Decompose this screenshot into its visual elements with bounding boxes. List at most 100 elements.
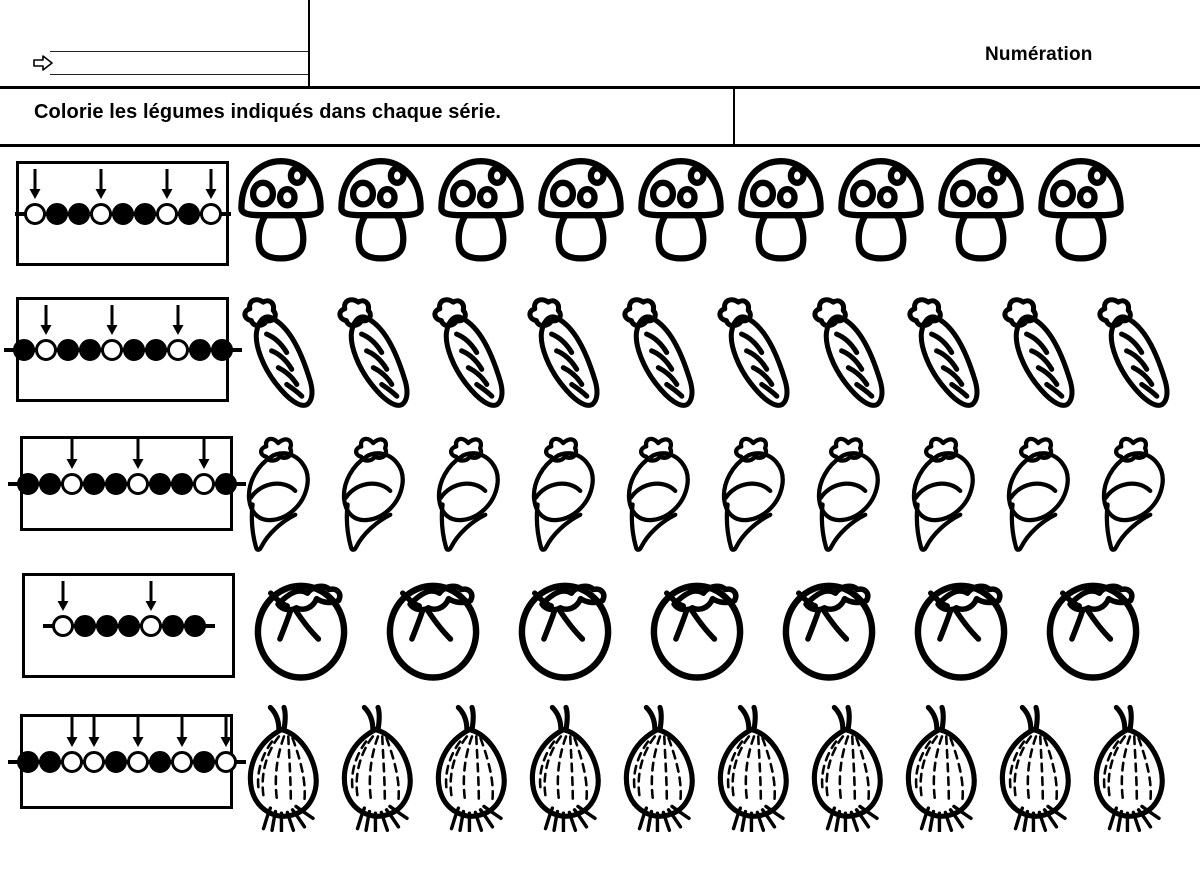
carrot-item[interactable] [233, 287, 328, 413]
bead-filled[interactable] [16, 750, 39, 773]
bead-filled[interactable] [144, 338, 167, 361]
student-name-field[interactable] [50, 51, 308, 75]
onion-item[interactable] [331, 704, 425, 833]
down-arrow-icon [94, 168, 108, 199]
bead-filled[interactable] [104, 750, 127, 773]
carrot-item[interactable] [993, 287, 1088, 413]
bead-empty[interactable] [192, 472, 215, 495]
bead-filled[interactable] [16, 472, 39, 495]
bead-filled[interactable] [148, 750, 171, 773]
tomato-item[interactable] [899, 573, 1031, 683]
bead-filled[interactable] [45, 202, 68, 225]
turnip-item[interactable] [332, 426, 427, 554]
bead-empty[interactable] [60, 750, 83, 773]
onion-item[interactable] [519, 704, 613, 833]
turnip-item[interactable] [237, 426, 332, 554]
bead-slot [16, 750, 39, 773]
bead-filled[interactable] [111, 202, 134, 225]
turnip-item[interactable] [522, 426, 617, 554]
tomato-item[interactable] [1031, 573, 1163, 683]
mushroom-item[interactable] [233, 154, 333, 262]
bead-filled[interactable] [38, 750, 61, 773]
bead-filled[interactable] [170, 472, 193, 495]
turnip-item[interactable] [427, 426, 522, 554]
carrot-item[interactable] [518, 287, 613, 413]
bead-filled[interactable] [148, 472, 171, 495]
carrot-item[interactable] [708, 287, 803, 413]
bead-filled[interactable] [117, 614, 140, 637]
bead-filled[interactable] [38, 472, 61, 495]
bead-filled[interactable] [161, 614, 184, 637]
bead-empty[interactable] [60, 472, 83, 495]
bead-filled[interactable] [188, 338, 211, 361]
bead-slot [34, 304, 57, 361]
onion-item[interactable] [801, 704, 895, 833]
tomato-item[interactable] [503, 573, 635, 683]
turnip-item[interactable] [902, 426, 997, 554]
turnip-item[interactable] [617, 426, 712, 554]
bead-empty[interactable] [23, 202, 46, 225]
mushroom-item[interactable] [433, 154, 533, 262]
bead-filled[interactable] [56, 338, 79, 361]
mushroom-item[interactable] [733, 154, 833, 262]
bead-filled[interactable] [214, 472, 237, 495]
bead-empty[interactable] [126, 472, 149, 495]
onion-item[interactable] [237, 704, 331, 833]
tomato-item[interactable] [239, 573, 371, 683]
bead-slot [67, 202, 90, 225]
carrot-item[interactable] [803, 287, 898, 413]
mushroom-item[interactable] [533, 154, 633, 262]
turnip-item[interactable] [997, 426, 1092, 554]
onion-item[interactable] [613, 704, 707, 833]
bead-filled[interactable] [122, 338, 145, 361]
onion-item[interactable] [707, 704, 801, 833]
bead-empty[interactable] [170, 750, 193, 773]
bead-empty[interactable] [82, 750, 105, 773]
pattern-box-carrots [3, 297, 242, 402]
bead-empty[interactable] [89, 202, 112, 225]
carrot-item[interactable] [328, 287, 423, 413]
bead-filled[interactable] [183, 614, 206, 637]
bead-filled[interactable] [73, 614, 96, 637]
tomato-item[interactable] [767, 573, 899, 683]
bead-filled[interactable] [133, 202, 156, 225]
bead-filled[interactable] [12, 338, 35, 361]
mushroom-item[interactable] [333, 154, 433, 262]
carrot-item[interactable] [898, 287, 993, 413]
bead-empty[interactable] [126, 750, 149, 773]
bead-filled[interactable] [95, 614, 118, 637]
bead-filled[interactable] [104, 472, 127, 495]
bead-empty[interactable] [155, 202, 178, 225]
onion-item[interactable] [425, 704, 519, 833]
bead-empty[interactable] [166, 338, 189, 361]
mushroom-item[interactable] [633, 154, 733, 262]
turnip-item[interactable] [1092, 426, 1187, 554]
mushroom-item[interactable] [833, 154, 933, 262]
bead-empty[interactable] [214, 750, 237, 773]
onion-item[interactable] [1083, 704, 1177, 833]
bead-empty[interactable] [139, 614, 162, 637]
onion-item[interactable] [895, 704, 989, 833]
tomato-item[interactable] [635, 573, 767, 683]
mushroom-item[interactable] [933, 154, 1033, 262]
bead-empty[interactable] [34, 338, 57, 361]
carrot-item[interactable] [613, 287, 708, 413]
bead-filled[interactable] [82, 472, 105, 495]
bead-filled[interactable] [192, 750, 215, 773]
bead-empty[interactable] [199, 202, 222, 225]
bead-filled[interactable] [78, 338, 101, 361]
mushroom-item[interactable] [1033, 154, 1133, 262]
bead-pattern-carrots [3, 304, 242, 361]
bead-filled[interactable] [210, 338, 233, 361]
tomato-item[interactable] [371, 573, 503, 683]
turnip-item[interactable] [807, 426, 902, 554]
bead-filled[interactable] [67, 202, 90, 225]
bead-filled[interactable] [177, 202, 200, 225]
down-arrow-icon [39, 304, 53, 335]
bead-empty[interactable] [100, 338, 123, 361]
turnip-item[interactable] [712, 426, 807, 554]
carrot-item[interactable] [423, 287, 518, 413]
onion-item[interactable] [989, 704, 1083, 833]
carrot-item[interactable] [1088, 287, 1183, 413]
bead-empty[interactable] [51, 614, 74, 637]
